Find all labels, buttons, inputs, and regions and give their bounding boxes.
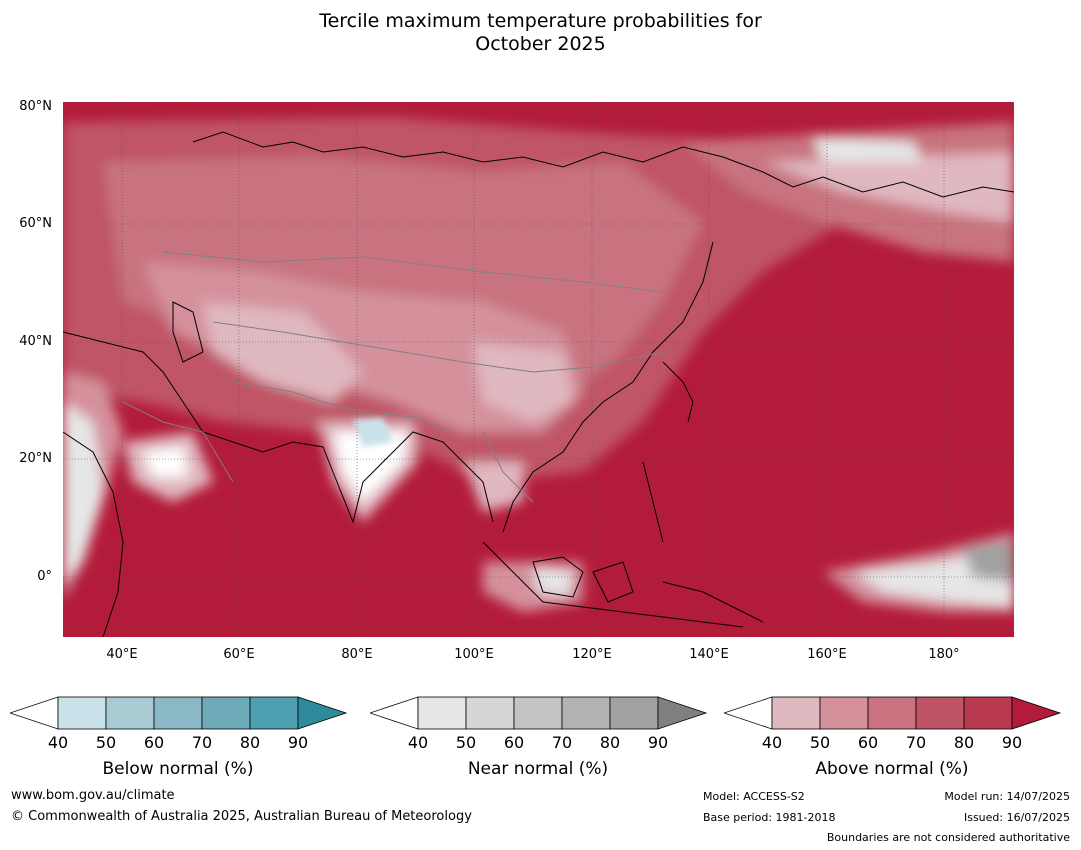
cbar-near-tick-50: 50 xyxy=(455,733,477,752)
cbar-below-bin-2 xyxy=(105,696,155,730)
cbar-near-tick-70: 70 xyxy=(551,733,573,752)
country-borders xyxy=(122,251,664,503)
cbar-below-arrow-low xyxy=(10,696,59,730)
cbar-near-tick-80: 80 xyxy=(599,733,621,752)
cbar-near-tick-40: 40 xyxy=(407,733,429,752)
cbar-above-tick-60: 60 xyxy=(857,733,879,752)
cbar-above-tick-70: 70 xyxy=(905,733,927,752)
cbar-above-bin-2 xyxy=(819,696,869,730)
cbar-below-bin-1 xyxy=(57,696,107,730)
lon-label-40e: 40°E xyxy=(106,647,138,662)
lat-label-0: 0° xyxy=(37,569,52,584)
cbar-below-arrow-high xyxy=(297,696,348,730)
cbar-below-tick-90: 90 xyxy=(287,733,309,752)
lat-label-40n: 40°N xyxy=(19,334,52,349)
cbar-near-arrow-high xyxy=(657,696,708,730)
lon-label-100e: 100°E xyxy=(454,647,494,662)
cbar-above-bin-3 xyxy=(867,696,917,730)
cbar-near-bin-5 xyxy=(609,696,659,730)
lon-label-80e: 80°E xyxy=(341,647,373,662)
probability-map xyxy=(63,102,1014,637)
footer-model-run: Model run: 14/07/2025 xyxy=(944,790,1070,803)
cbar-above-tick-90: 90 xyxy=(1001,733,1023,752)
lat-label-80n: 80°N xyxy=(19,99,52,114)
probability-shading xyxy=(63,117,1014,612)
cbar-near-bin-4 xyxy=(561,696,611,730)
cbar-above-arrow-high xyxy=(1011,696,1062,730)
cbar-near-title: Near normal (%) xyxy=(467,759,609,779)
coastlines xyxy=(63,131,1014,637)
lon-label-120e: 120°E xyxy=(572,647,612,662)
cbar-below-tick-50: 50 xyxy=(95,733,117,752)
cbar-above-title: Above normal (%) xyxy=(815,759,969,779)
footer-disclaimer: Boundaries are not considered authoritat… xyxy=(826,831,1070,844)
chart-title: Tercile maximum temperature probabilitie… xyxy=(0,10,1081,56)
cbar-below-tick-80: 80 xyxy=(239,733,261,752)
colorbar-above-normal xyxy=(724,696,1062,730)
lon-label-140e: 140°E xyxy=(689,647,729,662)
footer-issued: Issued: 16/07/2025 xyxy=(963,811,1070,824)
cbar-below-bin-4 xyxy=(201,696,251,730)
below-normal-patch xyxy=(353,418,393,447)
cbar-below-tick-70: 70 xyxy=(191,733,213,752)
footer-copyright: © Commonwealth of Australia 2025, Austra… xyxy=(11,809,472,824)
colorbar-below-normal xyxy=(10,696,348,730)
map-svg xyxy=(63,102,1014,637)
lon-label-180: 180° xyxy=(928,647,960,662)
lon-label-60e: 60°E xyxy=(223,647,255,662)
lat-label-60n: 60°N xyxy=(19,216,52,231)
cbar-near-bin-1 xyxy=(417,696,467,730)
title-line-2: October 2025 xyxy=(475,33,606,55)
cbar-near-tick-60: 60 xyxy=(503,733,525,752)
title-line-1: Tercile maximum temperature probabilitie… xyxy=(319,10,762,32)
cbar-above-bin-4 xyxy=(915,696,965,730)
cbar-below-bin-5 xyxy=(249,696,299,730)
cbar-below-tick-40: 40 xyxy=(47,733,69,752)
cbar-below-bin-3 xyxy=(153,696,203,730)
cbar-above-tick-50: 50 xyxy=(809,733,831,752)
graticule xyxy=(63,102,1014,637)
cbar-above-arrow-low xyxy=(724,696,773,730)
footer-base-period: Base period: 1981-2018 xyxy=(703,811,836,824)
lat-label-20n: 20°N xyxy=(19,451,52,466)
cbar-above-bin-5 xyxy=(963,696,1013,730)
footer-model: Model: ACCESS-S2 xyxy=(703,790,805,803)
cbar-near-tick-90: 90 xyxy=(647,733,669,752)
cbar-near-bin-3 xyxy=(513,696,563,730)
cbar-above-bin-1 xyxy=(771,696,821,730)
cbar-above-tick-40: 40 xyxy=(761,733,783,752)
footer-url: www.bom.gov.au/climate xyxy=(11,788,175,803)
colorbar-near-normal xyxy=(370,696,708,730)
cbar-below-title: Below normal (%) xyxy=(102,759,254,779)
cbar-above-tick-80: 80 xyxy=(953,733,975,752)
cbar-near-arrow-low xyxy=(370,696,419,730)
cbar-below-tick-60: 60 xyxy=(143,733,165,752)
cbar-near-bin-2 xyxy=(465,696,515,730)
lon-label-160e: 160°E xyxy=(807,647,847,662)
